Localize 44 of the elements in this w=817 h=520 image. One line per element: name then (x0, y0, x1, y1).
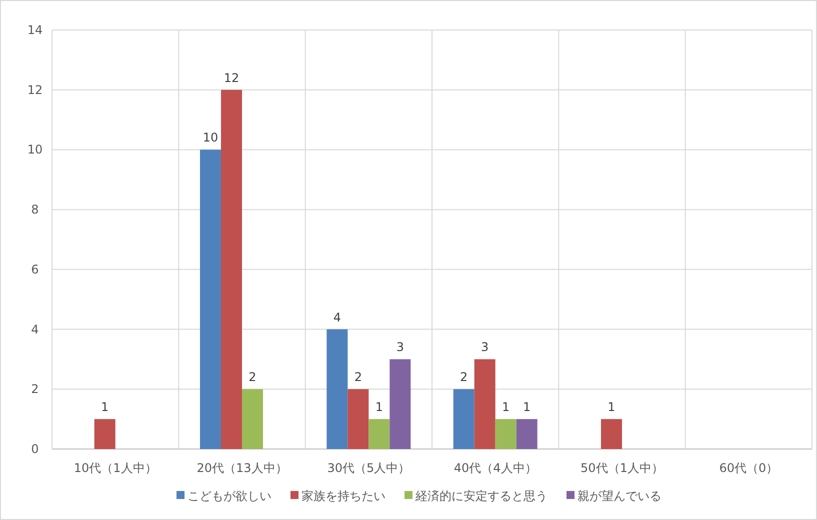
y-tick-label: 4 (31, 322, 39, 336)
bar (368, 419, 390, 449)
data-label: 2 (354, 370, 362, 384)
data-label: 12 (224, 70, 240, 85)
bar (200, 150, 221, 449)
y-tick-label: 12 (27, 82, 43, 97)
bar (390, 359, 411, 449)
bar (474, 359, 496, 449)
bar (221, 90, 242, 449)
y-tick-label: 2 (31, 382, 39, 396)
data-label: 1 (502, 400, 510, 414)
x-tick-label: 50代（1人中） (580, 461, 664, 475)
legend-label: 経済的に安定すると思う (414, 489, 548, 503)
y-tick-label: 0 (31, 442, 39, 456)
data-label: 10 (202, 130, 218, 145)
data-label: 2 (248, 370, 256, 384)
x-tick-label: 60代（0） (719, 461, 778, 475)
bar (495, 419, 516, 449)
bar (601, 419, 622, 449)
data-label: 4 (333, 310, 341, 324)
x-tick-label: 30代（5人中） (327, 461, 410, 475)
x-tick-label: 20代（13人中） (196, 461, 288, 475)
data-label: 1 (101, 400, 109, 414)
data-label: 2 (460, 370, 468, 384)
x-tick-label: 40代（4人中） (454, 461, 537, 475)
data-label: 1 (375, 400, 383, 414)
data-label: 1 (523, 400, 531, 414)
y-tick-label: 10 (27, 142, 43, 157)
bar (94, 419, 116, 449)
legend-label: 家族を持ちたい (302, 489, 386, 503)
y-tick-label: 8 (31, 202, 39, 217)
bar (348, 389, 369, 449)
x-tick-label: 10代（1人中） (74, 461, 157, 475)
legend-label: こどもが欲しい (188, 489, 272, 503)
data-label: 1 (608, 400, 616, 414)
y-tick-label: 14 (27, 23, 43, 37)
bar (453, 389, 474, 449)
y-tick-label: 6 (31, 262, 39, 276)
data-label: 3 (481, 340, 489, 354)
bar (242, 389, 263, 449)
bar (516, 419, 538, 449)
bar (326, 329, 348, 449)
data-label: 3 (396, 340, 404, 354)
legend-label: 親が望んでいる (578, 489, 662, 503)
